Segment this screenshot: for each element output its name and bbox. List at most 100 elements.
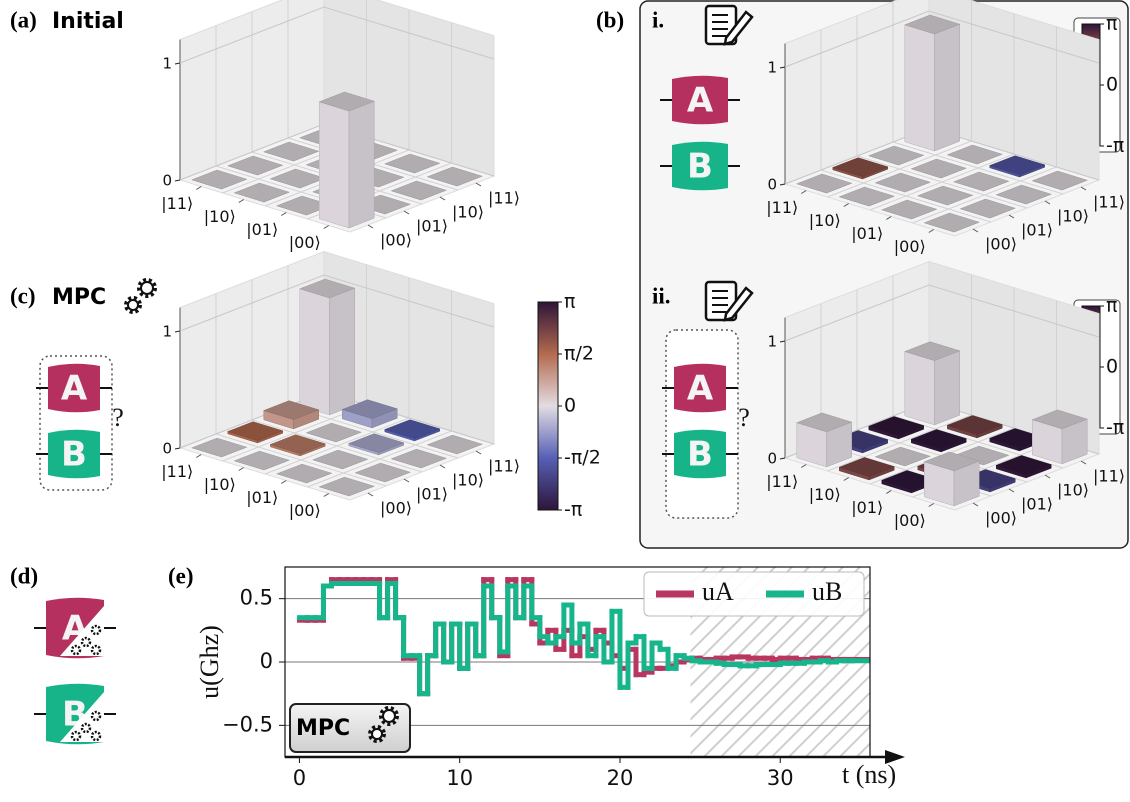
row-tick bbox=[323, 225, 330, 229]
bar-top bbox=[312, 449, 369, 470]
bar-top bbox=[233, 450, 290, 471]
panel-label: MPC bbox=[52, 285, 106, 310]
bar-top bbox=[953, 171, 1010, 192]
col-tick bbox=[1044, 474, 1051, 479]
bar-top bbox=[390, 180, 447, 201]
gear-icon bbox=[70, 730, 82, 742]
panel-label: (b) bbox=[596, 7, 624, 32]
bar-top bbox=[384, 419, 441, 439]
col-tick bbox=[367, 224, 374, 229]
qubit-group bbox=[665, 329, 739, 519]
gate-letter: A bbox=[687, 369, 714, 409]
colorbar-tick-label: π bbox=[1106, 295, 1117, 317]
bar-top bbox=[227, 155, 284, 176]
gear-icon bbox=[80, 636, 92, 648]
gate-box bbox=[48, 363, 100, 413]
gear-icon bbox=[371, 728, 383, 740]
grid-line bbox=[784, 284, 1100, 342]
bar-top bbox=[868, 145, 925, 166]
bar-side bbox=[934, 350, 960, 426]
gear-icon bbox=[140, 281, 154, 295]
col-tick bbox=[439, 196, 446, 201]
row-label: |00⟩ bbox=[289, 501, 321, 520]
panel-label: (e) bbox=[168, 563, 194, 588]
col-label: |11⟩ bbox=[1093, 193, 1125, 212]
y-tick-label: 0 bbox=[260, 649, 273, 673]
z-tick bbox=[779, 340, 786, 343]
bar-side bbox=[904, 351, 935, 426]
panel-label: (a) bbox=[10, 7, 37, 32]
col-label: |10⟩ bbox=[452, 203, 484, 222]
bar-top bbox=[348, 433, 405, 453]
bar-top bbox=[796, 173, 853, 194]
x-tick-label: 10 bbox=[446, 766, 473, 790]
colorbar-tick-label: -π bbox=[1106, 417, 1124, 439]
col-label: |01⟩ bbox=[416, 485, 448, 504]
bar-top bbox=[832, 157, 889, 177]
row-tick bbox=[238, 199, 245, 203]
row-tick bbox=[843, 477, 850, 481]
colorbar-tick-label: π bbox=[1106, 13, 1117, 35]
grid-line bbox=[827, 140, 972, 198]
col-label: |11⟩ bbox=[488, 457, 520, 476]
gate-letter: A bbox=[687, 81, 714, 121]
bar-top bbox=[269, 434, 326, 454]
gear-icon bbox=[368, 725, 386, 743]
grid-line bbox=[856, 155, 1028, 209]
bar-top bbox=[390, 448, 447, 469]
col-label: |00⟩ bbox=[380, 499, 412, 518]
bar-top bbox=[269, 168, 326, 189]
bar-top bbox=[989, 155, 1046, 175]
row-label: |00⟩ bbox=[289, 233, 321, 252]
grid-line bbox=[251, 419, 423, 473]
colorbar-tick-label: π bbox=[564, 291, 575, 313]
z-tick-label: 1 bbox=[162, 323, 172, 341]
panel-label: i. bbox=[652, 7, 664, 32]
x-tick-label: 20 bbox=[607, 766, 634, 790]
bar-top bbox=[263, 400, 320, 420]
z-tick-label: 1 bbox=[162, 55, 172, 73]
gate-box bbox=[672, 75, 728, 125]
y-axis-label: u(Ghz) bbox=[195, 625, 224, 699]
bar-top bbox=[874, 172, 931, 193]
bar-top bbox=[384, 153, 441, 174]
col-label: |11⟩ bbox=[488, 189, 520, 208]
z-tick bbox=[174, 179, 181, 182]
row-tick bbox=[843, 203, 850, 207]
col-tick bbox=[1044, 200, 1051, 205]
bar-top bbox=[946, 415, 1003, 435]
panel-label: Initial bbox=[52, 9, 124, 34]
bar-side bbox=[299, 288, 330, 416]
pencil-icon bbox=[723, 286, 754, 322]
controller-corner bbox=[60, 606, 104, 656]
gear-icon bbox=[379, 706, 399, 726]
row-label: |10⟩ bbox=[809, 485, 841, 504]
row-tick bbox=[800, 190, 807, 194]
row-tick bbox=[885, 490, 892, 494]
bar-top bbox=[1031, 409, 1088, 430]
row-tick bbox=[885, 216, 892, 220]
legend-label: uB bbox=[812, 577, 842, 606]
y-tick-label: −0.5 bbox=[222, 712, 273, 736]
col-label: |10⟩ bbox=[1057, 481, 1089, 500]
row-label: |01⟩ bbox=[246, 488, 278, 507]
bar-side bbox=[319, 101, 350, 229]
row-label: |10⟩ bbox=[809, 211, 841, 230]
col-label: |10⟩ bbox=[452, 471, 484, 490]
colorbar-tick-label: 0 bbox=[564, 395, 576, 417]
gate-box bbox=[48, 429, 100, 479]
col-tick bbox=[475, 182, 482, 187]
z-tick-label: 0 bbox=[767, 176, 777, 194]
bar-top bbox=[191, 169, 248, 190]
legend bbox=[643, 571, 865, 617]
gear-icon bbox=[90, 730, 102, 742]
col-tick bbox=[972, 502, 979, 507]
col-label: |10⟩ bbox=[1057, 207, 1089, 226]
colorbar-tick-label: -π bbox=[1106, 135, 1124, 157]
grid-line bbox=[179, 6, 495, 64]
bar-top bbox=[1031, 170, 1088, 191]
col-tick bbox=[972, 228, 979, 233]
row-label: |11⟩ bbox=[161, 462, 193, 481]
query-mark: ? bbox=[112, 403, 124, 432]
z-tick-label: 0 bbox=[162, 172, 172, 190]
